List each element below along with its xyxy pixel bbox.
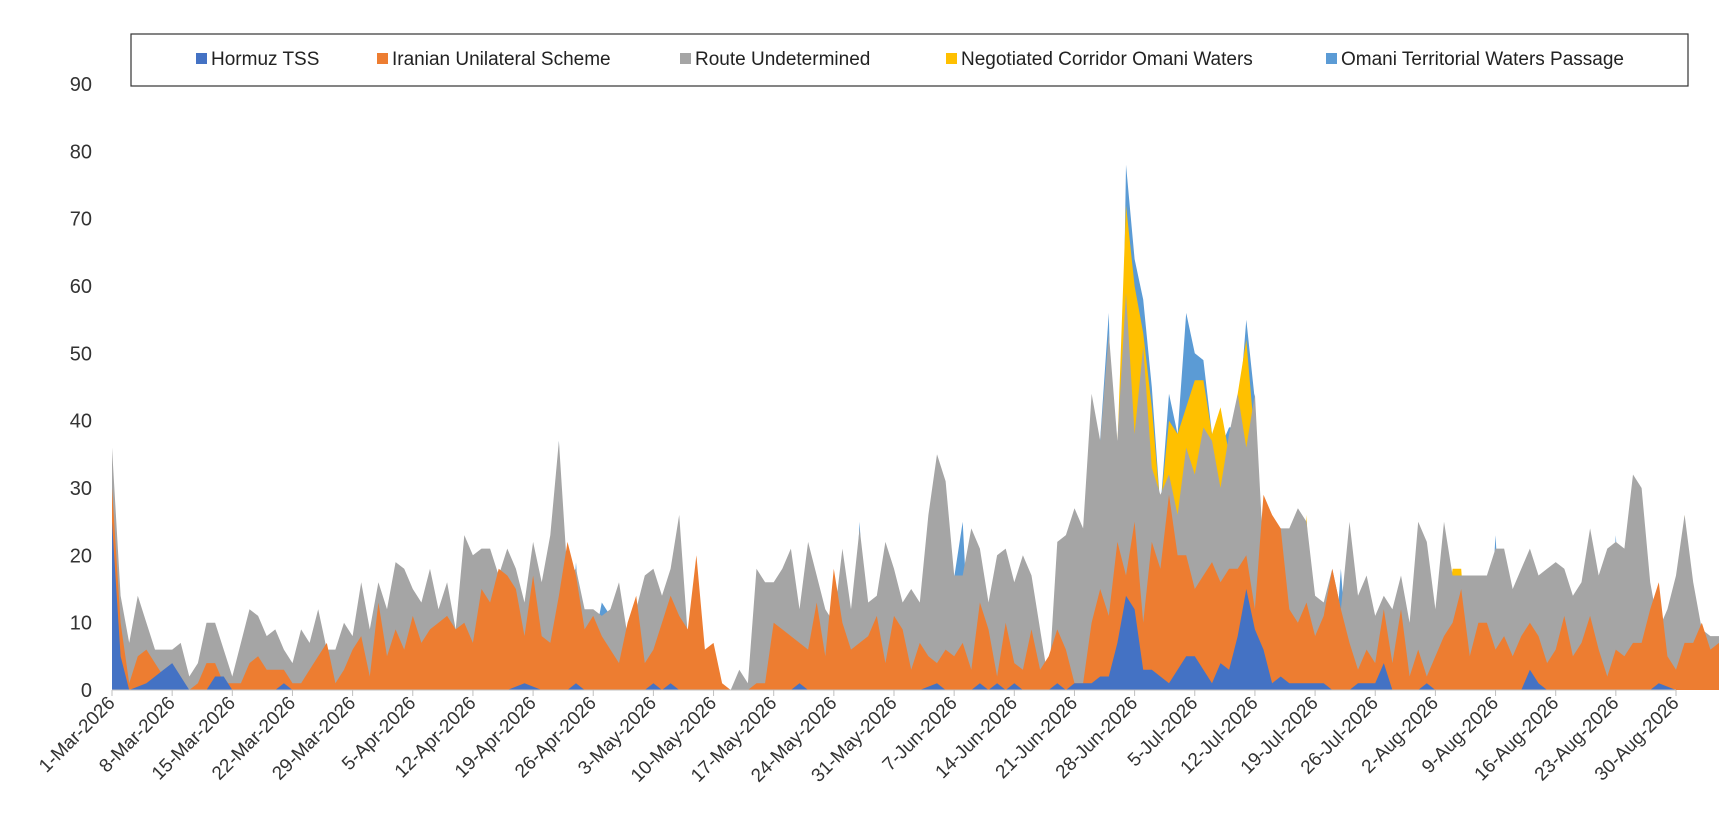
legend-swatch-hormuz-tss [196,53,207,64]
legend-swatch-negotiated-corridor-omani-waters [946,53,957,64]
y-tick-label: 0 [81,680,92,702]
y-tick-label: 60 [70,276,92,298]
legend-swatch-omani-territorial-waters-passage [1326,53,1337,64]
legend-box [130,33,1689,87]
legend-label-hormuz-tss: Hormuz TSS [211,49,319,70]
y-tick-label: 90 [70,74,92,96]
series-areas [112,164,1719,691]
legend-label-omani-territorial-waters-passage: Omani Territorial Waters Passage [1341,49,1624,70]
legend: Hormuz TSS Iranian Unilateral Scheme Route… [130,33,1689,87]
legend-swatch-route-undetermined [680,53,691,64]
area-iranian-unilateral-scheme [112,488,1719,690]
y-tick-label: 70 [70,209,92,231]
y-tick-label: 80 [70,141,92,163]
y-tick-label: 10 [70,613,92,635]
legend-label-route-undetermined: Route Undetermined [695,49,870,70]
legend-label-iranian-unilateral-scheme: Iranian Unilateral Scheme [392,49,611,70]
legend-label-negotiated-corridor-omani-waters: Negotiated Corridor Omani Waters [961,49,1253,70]
y-tick-label: 30 [70,478,92,500]
y-tick-label: 40 [70,411,92,433]
legend-swatch-iranian-unilateral-scheme [377,53,388,64]
y-tick-label: 50 [70,343,92,365]
y-tick-label: 20 [70,545,92,567]
